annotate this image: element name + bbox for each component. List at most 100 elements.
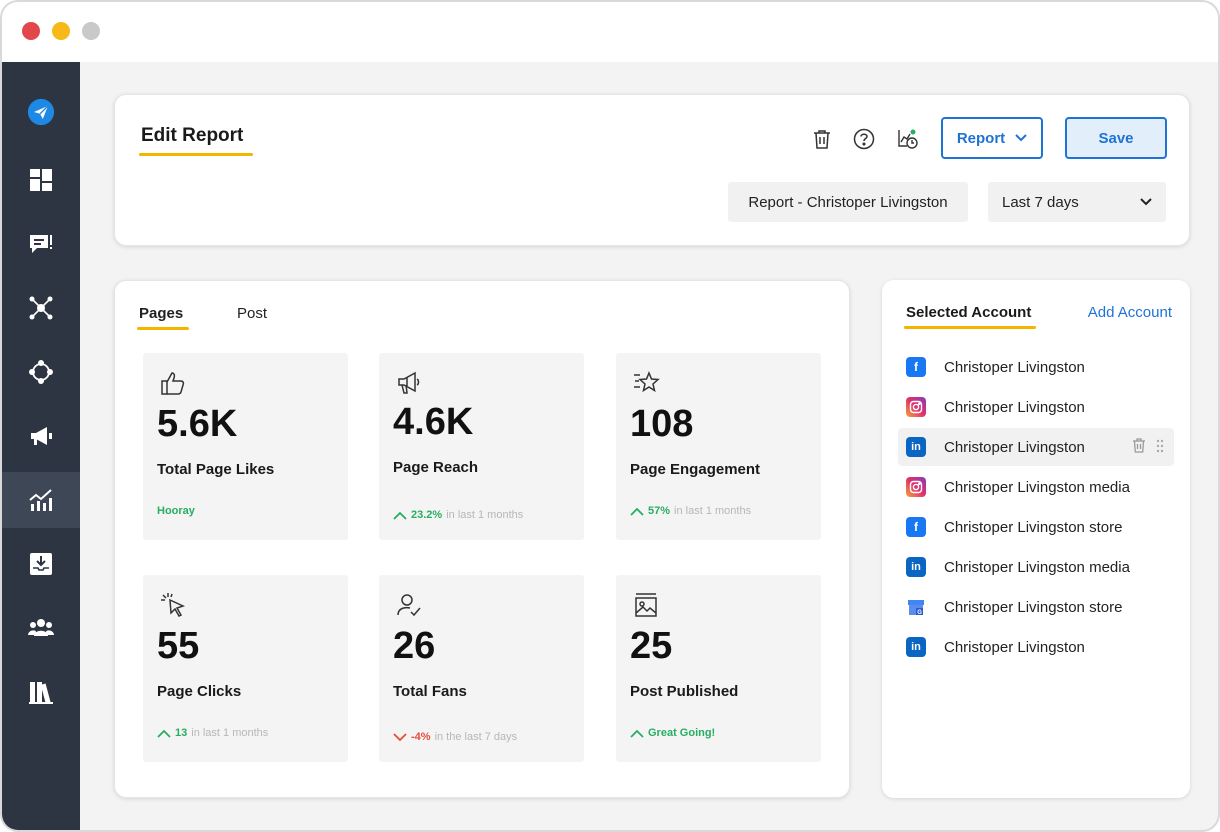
team-icon [28, 619, 54, 636]
image-icon [635, 593, 657, 617]
google-business-icon: G [906, 597, 926, 617]
stat-value: 4.6K [393, 401, 474, 443]
stat-footer: Great Going! [630, 727, 715, 739]
inbox-download-icon [30, 553, 52, 575]
share-nodes-icon [29, 360, 53, 384]
trash-icon [814, 130, 830, 149]
chevron-down-icon [1140, 198, 1152, 206]
help-icon [853, 128, 875, 150]
stat-card-page-clicks: 55 Page Clicks 13 in last 1 months [143, 575, 348, 762]
stat-card-post-published: 25 Post Published Great Going! [616, 575, 821, 762]
account-item[interactable]: in Christoper Livingston [898, 428, 1174, 466]
add-account-link[interactable]: Add Account [1087, 304, 1172, 321]
stat-card-page-reach: 4.6K Page Reach 23.2% in last 1 months [379, 353, 584, 540]
stat-label: Page Reach [393, 459, 479, 476]
minimize-window-button[interactable] [52, 22, 70, 40]
network-icon [29, 296, 53, 320]
facebook-icon: f [906, 357, 926, 377]
stat-value: 25 [630, 625, 673, 667]
sidebar-item-dashboard[interactable] [2, 152, 80, 208]
stat-highlight: -4% [411, 731, 431, 743]
drag-handle-icon[interactable] [1156, 439, 1164, 453]
chevron-down-icon [1015, 134, 1027, 142]
stat-card-total-fans: 26 Total Fans -4% in the last 7 days [379, 575, 584, 762]
account-item[interactable]: f Christoper Livingston [898, 348, 1174, 386]
sidebar-item-library[interactable] [2, 664, 80, 720]
trend-down-icon [393, 732, 407, 741]
cursor-click-icon [161, 593, 186, 617]
date-range-select[interactable]: Last 7 days [988, 182, 1166, 222]
date-range-value: Last 7 days [1002, 193, 1079, 211]
stat-footer-text: in last 1 months [191, 727, 269, 739]
analytics-icon [29, 489, 52, 511]
stat-highlight: Hooray [157, 505, 195, 517]
instagram-icon [906, 477, 926, 497]
svg-text:G: G [917, 610, 922, 616]
stat-footer: 23.2% in last 1 months [393, 509, 523, 521]
trash-icon[interactable] [1132, 438, 1146, 453]
user-check-icon [397, 594, 421, 617]
title-underline [139, 153, 253, 156]
report-schedule-icon [898, 129, 918, 149]
star-icon [634, 371, 660, 393]
save-button[interactable]: Save [1065, 117, 1167, 159]
sidebar-item-home[interactable] [2, 84, 80, 140]
tab-post[interactable]: Post [237, 305, 268, 322]
sidebar-item-campaigns[interactable] [2, 408, 80, 464]
close-window-button[interactable] [22, 22, 40, 40]
trend-up-icon [393, 511, 407, 520]
sidebar-item-share[interactable] [2, 344, 80, 400]
selected-accounts-card: Selected Account Add Account f Christope… [882, 280, 1190, 798]
trend-up-icon [630, 729, 644, 738]
account-item[interactable]: Christoper Livingston [898, 388, 1174, 426]
linkedin-icon: in [906, 437, 926, 457]
account-item[interactable]: in Christoper Livingston media [898, 548, 1174, 586]
account-item[interactable]: G Christoper Livingston store [898, 588, 1174, 626]
report-name-field[interactable]: Report - Christoper Livingston [728, 182, 968, 222]
stat-value: 108 [630, 403, 694, 445]
stat-label: Page Clicks [157, 683, 242, 700]
delete-report-button[interactable] [809, 126, 835, 152]
tab-pages[interactable]: Pages [139, 305, 184, 322]
stat-highlight: 57% [648, 505, 671, 517]
stat-highlight: 13 [175, 727, 188, 739]
paper-plane-logo-icon [27, 98, 55, 126]
dashboard-icon [30, 169, 52, 191]
report-dropdown-button[interactable]: Report [941, 117, 1043, 159]
megaphone-icon [398, 371, 420, 394]
account-item[interactable]: f Christoper Livingston store [898, 508, 1174, 546]
stat-value: 26 [393, 625, 436, 667]
account-name: Christoper Livingston [944, 398, 1085, 416]
chat-icon [30, 235, 52, 253]
account-name: Christoper Livingston media [944, 478, 1130, 496]
sidebar-item-analytics[interactable] [2, 472, 80, 528]
instagram-icon [906, 397, 926, 417]
help-button[interactable] [851, 126, 877, 152]
tab-underline [137, 327, 189, 330]
stat-footer: 13 in last 1 months [157, 727, 268, 739]
account-name: Christoper Livingston store [944, 598, 1123, 616]
stat-card-page-likes: 5.6K Total Page Likes Hooray [143, 353, 348, 540]
library-icon [29, 682, 53, 704]
megaphone-icon [31, 427, 52, 445]
stat-value: 5.6K [157, 403, 238, 445]
stat-highlight: 23.2% [411, 509, 443, 521]
account-item[interactable]: Christoper Livingston media [898, 468, 1174, 506]
facebook-icon: f [906, 517, 926, 537]
title-bar [2, 2, 1218, 62]
stat-footer-text: in last 1 months [674, 505, 752, 517]
zoom-window-button[interactable] [82, 22, 100, 40]
sidebar-item-messages[interactable] [2, 216, 80, 272]
stat-label: Page Engagement [630, 461, 761, 478]
stat-label: Total Fans [393, 683, 467, 700]
sidebar-item-inbox[interactable] [2, 536, 80, 592]
stat-footer: 57% in last 1 months [630, 505, 751, 517]
account-item[interactable]: in Christoper Livingston [898, 628, 1174, 666]
schedule-report-button[interactable] [895, 126, 921, 152]
sidebar-item-network[interactable] [2, 280, 80, 336]
sidebar-item-team[interactable] [2, 600, 80, 656]
account-actions [1132, 438, 1164, 453]
stat-value: 55 [157, 625, 200, 667]
linkedin-icon: in [906, 637, 926, 657]
stat-label: Post Published [630, 683, 739, 700]
